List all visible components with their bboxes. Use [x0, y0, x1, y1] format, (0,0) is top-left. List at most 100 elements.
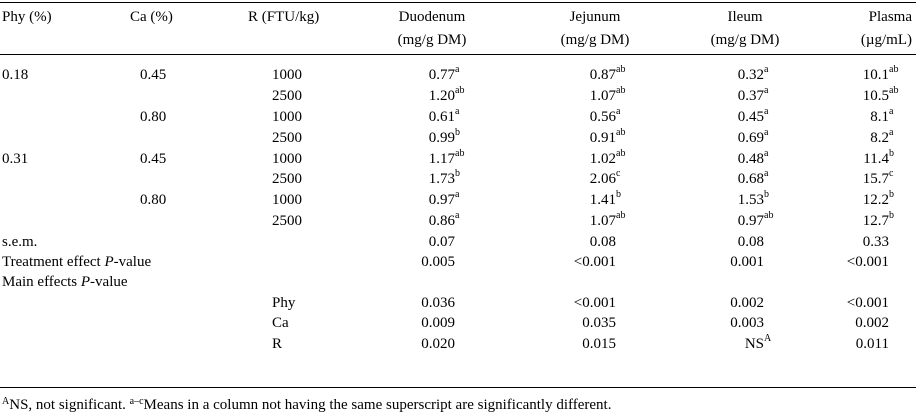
- table-cell: s.e.m.: [2, 234, 38, 250]
- superscript: a: [764, 148, 769, 159]
- value: 12.2: [862, 192, 889, 208]
- top-rule: [0, 2, 916, 3]
- superscript: b: [455, 127, 460, 138]
- table-cell: 0.77 a: [429, 64, 460, 84]
- text: Main effects: [2, 274, 81, 290]
- superscript: ab: [616, 64, 626, 75]
- table-cell: <0.001: [573, 254, 616, 270]
- header-cell: Jejunum: [569, 9, 621, 25]
- table-cell: <0.001: [846, 254, 889, 270]
- table-cell: 0.45: [140, 151, 167, 167]
- value: 1.07: [589, 213, 616, 229]
- superscript: c: [889, 168, 894, 179]
- superscript: a: [616, 106, 621, 117]
- table-cell: 1.20 ab: [428, 85, 465, 105]
- value: 0.99: [428, 130, 455, 146]
- table-cell: 0.036: [421, 295, 455, 311]
- superscript: A: [764, 333, 772, 344]
- text: -value: [90, 274, 128, 290]
- table-cell: 0.32 a: [737, 64, 769, 84]
- superscript: ab: [616, 148, 626, 159]
- superscript: a: [764, 127, 769, 138]
- table-cell: 11.4 b: [863, 148, 894, 168]
- italic-text: P: [80, 274, 91, 290]
- header-rule: [0, 54, 916, 55]
- table-cell: NS A: [745, 333, 771, 353]
- superscript: ab: [616, 127, 626, 138]
- table-cell: R: [272, 336, 283, 352]
- superscript: ab: [889, 85, 899, 96]
- table-cell: 1.73 b: [429, 168, 460, 188]
- table-cell: 2500: [272, 213, 302, 229]
- superscript: b: [889, 189, 894, 200]
- bottom-rule: [0, 387, 916, 388]
- table-cell: 0.97 ab: [737, 210, 774, 230]
- table-cell: 10.1 ab: [863, 64, 899, 84]
- superscript: a: [764, 64, 769, 75]
- header-cell: R (FTU/kg): [248, 9, 320, 25]
- value: 1.07: [589, 88, 616, 104]
- superscript: a: [764, 106, 769, 117]
- table-cell: 2500: [272, 171, 302, 187]
- superscript: ab: [764, 210, 774, 221]
- superscript: A: [2, 396, 10, 407]
- table-cell: 15.7 c: [863, 168, 894, 188]
- superscript: ab: [889, 64, 899, 75]
- table-cell: 0.33: [862, 234, 889, 250]
- table-cell: 1.17 ab: [429, 148, 465, 168]
- table-cell: 0.45 a: [738, 106, 769, 126]
- table-cell: 0.69 a: [738, 127, 769, 147]
- table-cell: 1000: [272, 109, 302, 125]
- text: Treatment effect: [2, 254, 105, 270]
- table-cell: 0.45: [140, 67, 167, 83]
- table-cell: 0.86 a: [429, 210, 460, 230]
- superscript: ab: [616, 210, 626, 221]
- table-cell: 0.005: [421, 254, 455, 270]
- text: -value: [113, 254, 152, 270]
- footnote-text: Means in a column not having the same su…: [143, 397, 612, 413]
- table-cell: 1.07 ab: [589, 85, 626, 105]
- value: 0.68: [737, 171, 764, 187]
- value: 10.5: [862, 88, 889, 104]
- table-cell: 1.41 b: [589, 189, 621, 209]
- value: 0.32: [737, 67, 764, 83]
- table-cell: 0.020: [421, 336, 455, 352]
- table-cell: 0.08: [737, 234, 764, 250]
- table-cell: 0.31: [2, 151, 29, 167]
- value: 8.1: [870, 109, 889, 125]
- table-cell: 0.011: [855, 336, 889, 352]
- superscript: ab: [455, 148, 465, 159]
- header-cell: (µg/mL): [860, 32, 912, 48]
- header-cell: Ileum: [727, 9, 763, 25]
- superscript: c: [616, 168, 621, 179]
- table-cell: 0.002: [855, 315, 889, 331]
- table-cell: 1000: [272, 151, 302, 167]
- table-cell: <0.001: [846, 295, 889, 311]
- superscript: b: [889, 210, 894, 221]
- value: 1.41: [589, 192, 616, 208]
- header-cell: Plasma: [868, 9, 912, 25]
- table-cell: 0.97 a: [429, 189, 460, 209]
- table-cell: 0.009: [421, 315, 455, 331]
- table-cell: 0.08: [589, 234, 616, 250]
- table-cell: 8.1 a: [870, 106, 893, 126]
- table-cell: 12.2 b: [862, 189, 894, 209]
- table-cell: 1000: [272, 67, 302, 83]
- table-cell: 0.99 b: [428, 127, 460, 147]
- superscript: a: [889, 127, 894, 138]
- superscript: a–c: [129, 396, 144, 407]
- superscript: ab: [616, 85, 626, 96]
- superscript: a: [889, 106, 894, 117]
- value: 1.53: [737, 192, 764, 208]
- value: 1.20: [428, 88, 455, 104]
- value: 0.91: [589, 130, 616, 146]
- table-cell: 0.001: [730, 254, 764, 270]
- value: 2.06: [589, 171, 616, 187]
- value: 0.97: [737, 213, 764, 229]
- value: 8.2: [870, 130, 889, 146]
- value: 1.02: [589, 151, 616, 167]
- value: 0.37: [737, 88, 764, 104]
- table-cell: Phy: [272, 295, 296, 311]
- superscript: a: [764, 168, 769, 179]
